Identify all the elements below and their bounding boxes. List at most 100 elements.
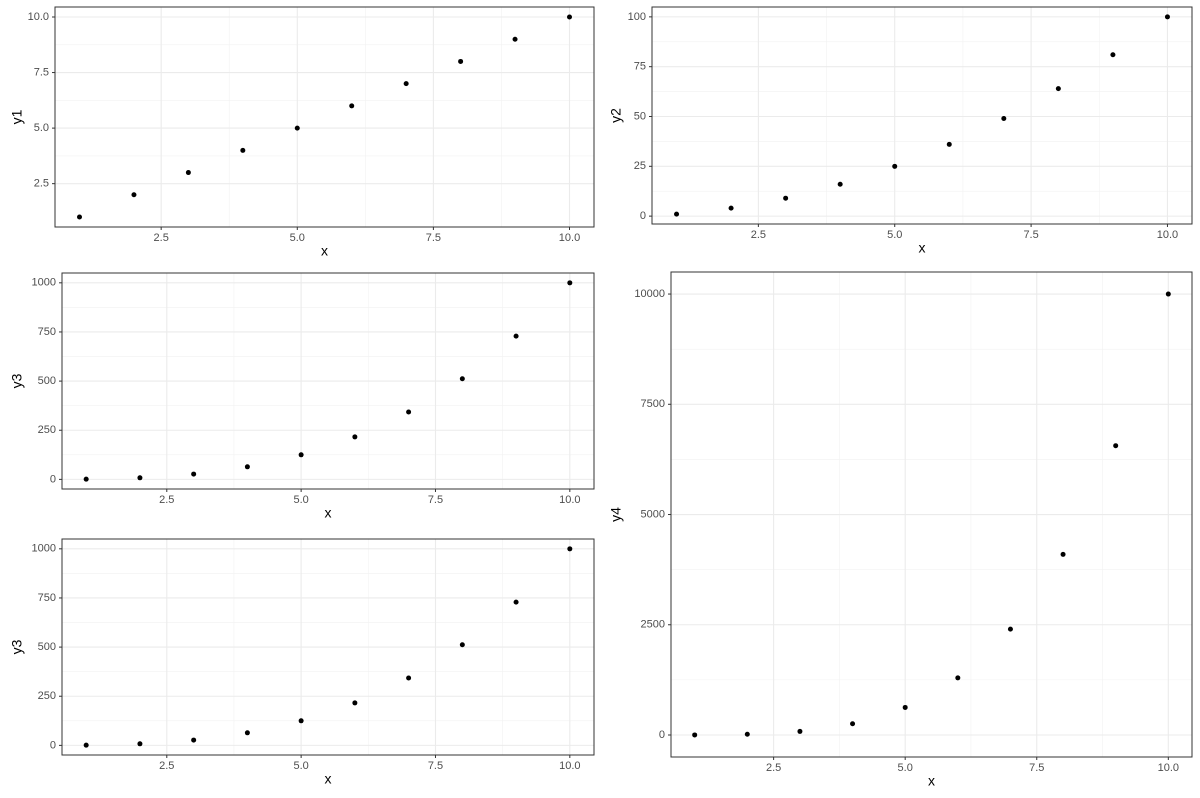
- x-tick-label: 2.5: [159, 760, 174, 772]
- point: [137, 741, 143, 747]
- x-tick-label: 10.0: [559, 494, 580, 506]
- y-tick-label: 50: [634, 110, 646, 122]
- x-tick-label: 5.0: [887, 229, 902, 241]
- point: [850, 721, 856, 727]
- point: [459, 376, 465, 382]
- y-tick-label: 1000: [32, 277, 56, 289]
- point: [567, 280, 573, 286]
- point: [513, 333, 519, 339]
- x-axis-title: x: [325, 505, 332, 521]
- point: [1007, 626, 1013, 632]
- x-tick-label: 7.5: [1023, 229, 1038, 241]
- y-axis-title: y3: [9, 639, 25, 654]
- point: [1060, 551, 1066, 557]
- point: [1110, 52, 1116, 58]
- y-tick-label: 25: [634, 160, 646, 172]
- panel-border: [54, 6, 595, 228]
- x-tick-label: 2.5: [154, 232, 169, 244]
- y-tick-label: 500: [38, 641, 56, 653]
- y-tick-label: 100: [628, 11, 646, 23]
- point: [744, 731, 750, 737]
- point: [797, 728, 803, 734]
- y-axis-title: y4: [608, 507, 624, 522]
- y-tick-label: 7500: [641, 398, 665, 410]
- x-tick-label: 5.0: [293, 760, 308, 772]
- point: [83, 742, 89, 748]
- point: [403, 81, 409, 87]
- point: [294, 125, 300, 131]
- panel-border: [61, 272, 595, 490]
- y-axis-title: y2: [608, 108, 624, 123]
- point: [1165, 291, 1171, 297]
- point: [352, 434, 358, 440]
- point: [1055, 86, 1061, 92]
- x-tick-label: 7.5: [1029, 762, 1044, 774]
- point: [406, 409, 412, 415]
- x-tick-label: 7.5: [426, 232, 441, 244]
- y-tick-label: 5.0: [34, 122, 49, 134]
- x-tick-label: 5.0: [290, 232, 305, 244]
- x-tick-label: 7.5: [428, 494, 443, 506]
- point: [902, 704, 908, 710]
- point: [1164, 14, 1170, 20]
- point: [513, 599, 519, 605]
- x-tick-label: 2.5: [766, 762, 781, 774]
- point: [692, 732, 698, 738]
- point: [244, 464, 250, 470]
- y-tick-label: 2500: [641, 619, 665, 631]
- point: [458, 58, 464, 64]
- x-tick-label: 7.5: [428, 760, 443, 772]
- y-tick-label: 0: [659, 729, 665, 741]
- point: [83, 476, 89, 482]
- point: [191, 471, 197, 477]
- x-axis-title: x: [325, 771, 332, 787]
- x-axis-title: x: [321, 243, 328, 259]
- y-tick-label: 10.0: [28, 11, 49, 23]
- point: [137, 475, 143, 481]
- x-tick-label: 2.5: [159, 494, 174, 506]
- y-tick-label: 750: [38, 592, 56, 604]
- x-axis-title: x: [919, 240, 926, 256]
- point: [1113, 443, 1119, 449]
- point: [892, 163, 898, 169]
- point: [728, 205, 734, 211]
- point: [406, 675, 412, 681]
- x-tick-label: 10.0: [559, 232, 580, 244]
- y-tick-label: 75: [634, 61, 646, 73]
- point: [567, 14, 572, 20]
- y-tick-label: 7.5: [34, 66, 49, 78]
- x-tick-label: 2.5: [751, 229, 766, 241]
- y-tick-label: 2.5: [34, 178, 49, 190]
- point: [349, 103, 355, 109]
- point: [298, 452, 304, 458]
- point: [352, 700, 358, 706]
- y-tick-label: 10000: [634, 288, 665, 300]
- x-tick-label: 10.0: [1158, 762, 1179, 774]
- point: [191, 737, 197, 743]
- panel-border: [670, 271, 1193, 758]
- point: [77, 214, 82, 220]
- point: [567, 546, 573, 552]
- y-tick-label: 0: [640, 210, 646, 222]
- point: [131, 192, 137, 198]
- y-tick-label: 750: [38, 326, 56, 338]
- point: [512, 36, 518, 42]
- y-axis-title: y3: [9, 373, 25, 388]
- point: [783, 195, 789, 201]
- y-tick-label: 1000: [32, 543, 56, 555]
- point: [298, 718, 304, 724]
- y-tick-label: 250: [38, 424, 56, 436]
- y-tick-label: 0: [50, 473, 56, 485]
- x-tick-label: 5.0: [293, 494, 308, 506]
- point: [946, 141, 952, 147]
- x-axis-title: x: [928, 773, 935, 789]
- x-tick-label: 10.0: [559, 760, 580, 772]
- point: [185, 170, 191, 176]
- x-tick-label: 5.0: [898, 762, 913, 774]
- point: [1001, 115, 1007, 121]
- point: [837, 181, 843, 187]
- y-tick-label: 0: [50, 739, 56, 751]
- point: [244, 730, 250, 736]
- panel-border: [61, 538, 595, 756]
